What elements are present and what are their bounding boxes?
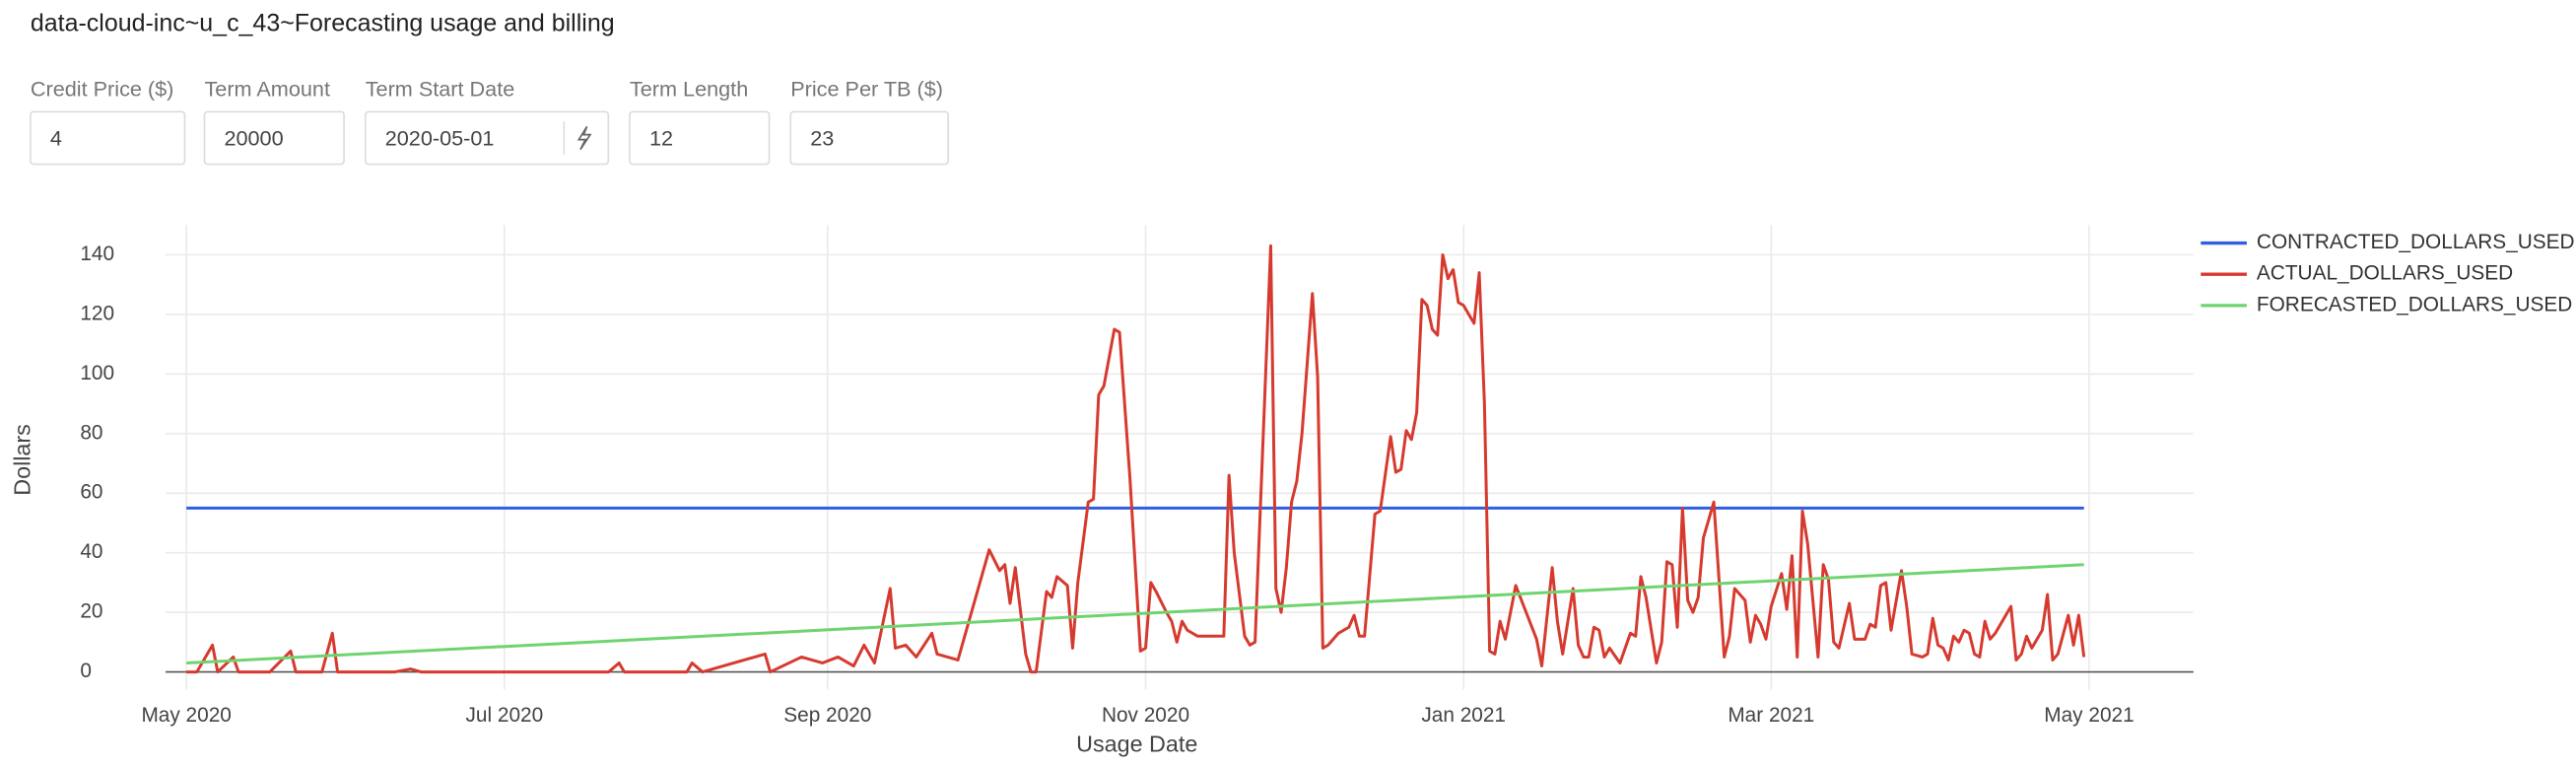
input-panel: Credit Price ($) 4 Term Amount 20000 Ter…: [30, 76, 949, 166]
input-box[interactable]: [30, 110, 186, 166]
legend-label: CONTRACTED_DOLLARS_USED: [2257, 231, 2575, 253]
y-tick-label: 20: [80, 600, 102, 623]
y-tick-label: 60: [80, 481, 102, 504]
y-axis-title: Dollars: [9, 424, 34, 496]
x-axis-title: Usage Date: [1076, 731, 1197, 756]
x-tick-label: Jan 2021: [1421, 704, 1506, 727]
input-value: 4: [50, 125, 62, 150]
legend-label: ACTUAL_DOLLARS_USED: [2257, 262, 2513, 285]
series-line: [186, 563, 2084, 664]
y-tick-label: 120: [80, 302, 114, 324]
input-value: 20000: [224, 125, 283, 150]
input-label: Credit Price ($): [31, 76, 174, 101]
date-picker-icon[interactable]: [576, 125, 592, 151]
series-line: [186, 244, 2086, 674]
input-box[interactable]: [203, 110, 345, 166]
x-tick-label: May 2020: [141, 704, 231, 727]
input-value: 23: [810, 125, 834, 150]
y-tick-label: 140: [80, 243, 114, 265]
input-label: Term Amount: [204, 76, 330, 101]
page-title: data-cloud-inc~u_c_43~Forecasting usage …: [31, 10, 615, 37]
input-value: 2020-05-01: [385, 125, 495, 150]
input-box[interactable]: [629, 110, 771, 166]
y-tick-label: 80: [80, 421, 102, 444]
x-tick-label: Sep 2020: [783, 704, 871, 727]
x-tick-label: Nov 2020: [1102, 704, 1189, 727]
y-tick-label: 40: [80, 540, 102, 563]
input-box[interactable]: [364, 110, 610, 166]
x-tick-label: May 2021: [2044, 704, 2134, 727]
input-box[interactable]: [789, 110, 949, 166]
y-tick-label: 100: [80, 362, 114, 384]
chart: Usage Date Dollars 0 20 40 60 80 100 120 140 May…: [9, 225, 2575, 756]
x-tick-label: Jul 2020: [465, 704, 543, 727]
x-tick-label: Mar 2021: [1728, 704, 1814, 727]
input-label: Price Per TB ($): [790, 76, 943, 101]
input-label: Term Start Date: [366, 76, 515, 101]
y-tick-label: 0: [80, 660, 92, 682]
input-label: Term Length: [630, 76, 748, 101]
legend-label: FORECASTED_DOLLARS_USED: [2257, 293, 2572, 315]
input-value: 12: [649, 125, 673, 150]
